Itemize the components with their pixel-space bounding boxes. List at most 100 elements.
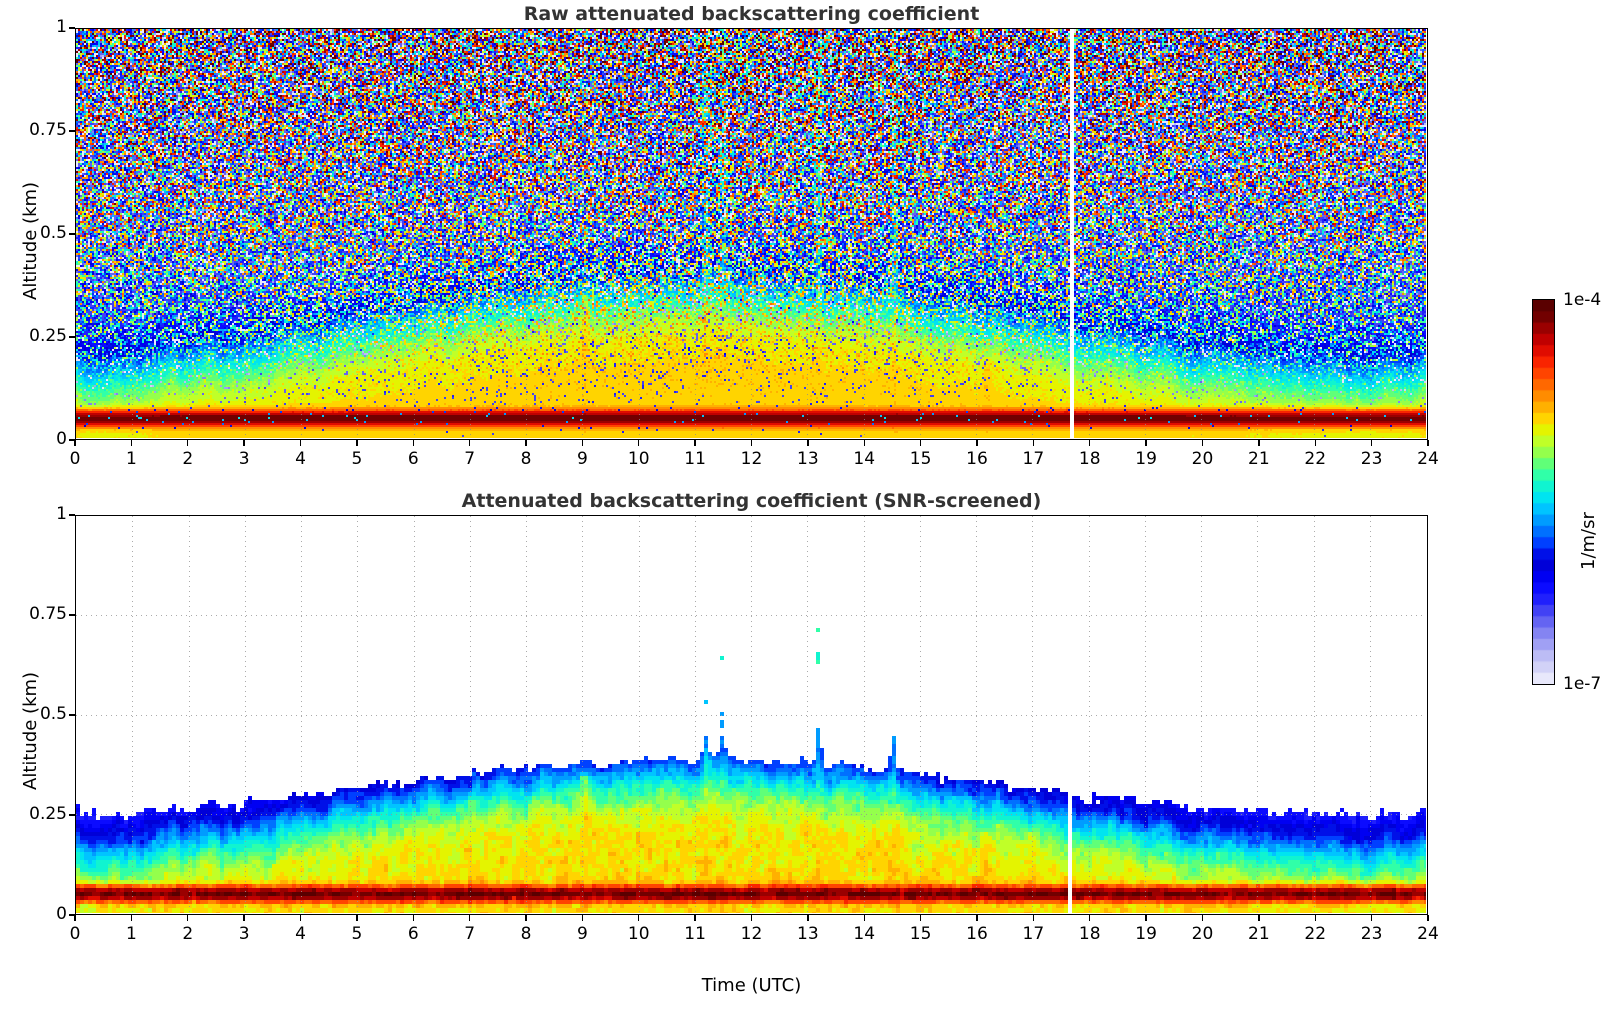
x-tick-label: 13: [797, 924, 819, 944]
x-tick-mark: [1089, 915, 1091, 921]
x-tick-mark: [1089, 440, 1091, 446]
x-tick-mark: [807, 915, 809, 921]
x-tick-mark: [863, 440, 865, 446]
x-tick-mark: [468, 440, 471, 446]
x-tick-label: 15: [909, 449, 932, 469]
x-tick-label: 19: [1135, 924, 1157, 944]
x-tick-label: 7: [464, 924, 476, 944]
x-tick-mark: [919, 440, 922, 446]
x-tick-label: 1: [125, 449, 137, 469]
y-tick-label: 0: [56, 904, 67, 924]
y-tick-mark: [69, 614, 75, 616]
x-tick-label: 8: [520, 449, 532, 469]
x-tick-mark: [976, 915, 978, 921]
x-tick-mark: [412, 440, 414, 446]
x-tick-mark: [1145, 440, 1147, 446]
x-tick-mark: [74, 440, 76, 446]
x-tick-mark: [1201, 915, 1204, 921]
x-tick-mark: [581, 915, 584, 921]
x-tick-mark: [1314, 440, 1316, 446]
y-tick-label: 0.5: [39, 704, 67, 724]
colorbar-min-label: 1e-7: [1563, 674, 1602, 694]
y-tick-mark: [69, 27, 75, 29]
heatmap-image-raw: [76, 29, 1426, 438]
x-tick-label: 4: [295, 924, 306, 944]
y-tick-mark: [69, 514, 75, 516]
x-tick-mark: [694, 915, 696, 921]
x-tick-label: 23: [1360, 449, 1383, 469]
x-tick-label: 16: [966, 449, 988, 469]
x-tick-mark: [919, 915, 922, 921]
x-tick-mark: [74, 915, 76, 921]
x-tick-mark: [1427, 915, 1429, 921]
x-tick-mark: [1032, 440, 1035, 446]
x-axis-title: Time (UTC): [701, 975, 802, 996]
x-tick-label: 21: [1248, 449, 1270, 469]
y-axis-title-screened: Altitude (km): [20, 671, 41, 790]
x-tick-mark: [750, 440, 753, 446]
colorbar[interactable]: [1532, 299, 1555, 685]
colorbar-unit-label: 1/m/sr: [1578, 512, 1599, 570]
x-tick-mark: [1258, 915, 1260, 921]
x-tick-label: 10: [627, 449, 650, 469]
x-tick-label: 1: [125, 924, 137, 944]
x-tick-mark: [243, 440, 245, 446]
x-tick-mark: [807, 440, 809, 446]
x-tick-mark: [1258, 440, 1260, 446]
y-tick-mark: [69, 130, 75, 132]
y-tick-mark: [69, 814, 75, 816]
x-tick-mark: [1370, 915, 1373, 921]
x-tick-label: 5: [351, 449, 363, 469]
y-tick-label: 1: [56, 504, 67, 524]
x-tick-label: 10: [627, 924, 650, 944]
x-tick-mark: [1032, 915, 1035, 921]
heatmap-panel-screened[interactable]: [75, 515, 1428, 915]
x-tick-label: 20: [1191, 924, 1214, 944]
x-tick-label: 7: [464, 449, 476, 469]
x-tick-mark: [243, 915, 245, 921]
panel-title-screened: Attenuated backscattering coefficient (S…: [461, 490, 1042, 512]
x-tick-label: 11: [684, 449, 706, 469]
x-tick-label: 23: [1360, 924, 1383, 944]
heatmap-image-screened: [76, 516, 1426, 913]
x-tick-label: 21: [1248, 924, 1270, 944]
x-tick-label: 12: [740, 924, 763, 944]
x-tick-mark: [187, 915, 189, 921]
y-tick-label: 0.75: [29, 604, 67, 624]
y-axis-title-raw: Altitude (km): [20, 181, 41, 300]
x-tick-label: 24: [1417, 924, 1439, 944]
x-tick-label: 2: [182, 449, 194, 469]
x-tick-mark: [581, 440, 584, 446]
x-tick-mark: [525, 915, 527, 921]
colorbar-gradient: [1533, 300, 1554, 684]
y-tick-label: 0.25: [29, 326, 67, 346]
x-tick-label: 14: [853, 449, 876, 469]
x-tick-label: 11: [684, 924, 706, 944]
x-tick-label: 13: [797, 449, 819, 469]
x-tick-label: 14: [853, 924, 876, 944]
x-tick-mark: [356, 915, 358, 921]
y-tick-mark: [69, 914, 75, 916]
x-tick-label: 9: [576, 449, 588, 469]
x-tick-label: 6: [407, 449, 419, 469]
heatmap-panel-raw[interactable]: [75, 28, 1428, 440]
x-tick-label: 16: [966, 924, 988, 944]
x-tick-label: 22: [1304, 924, 1327, 944]
x-tick-mark: [130, 915, 133, 921]
x-tick-mark: [525, 440, 527, 446]
x-tick-label: 18: [1078, 924, 1101, 944]
x-tick-label: 6: [407, 924, 419, 944]
x-tick-label: 0: [69, 449, 81, 469]
x-tick-mark: [750, 915, 753, 921]
x-tick-label: 12: [740, 449, 763, 469]
x-tick-mark: [1370, 440, 1373, 446]
y-tick-mark: [69, 233, 75, 235]
x-tick-mark: [1427, 440, 1429, 446]
x-tick-label: 4: [295, 449, 306, 469]
y-tick-mark: [69, 336, 75, 338]
y-tick-label: 0.5: [39, 223, 67, 243]
panel-title-raw: Raw attenuated backscattering coefficien…: [523, 3, 980, 25]
x-tick-mark: [299, 915, 302, 921]
x-tick-label: 9: [576, 924, 588, 944]
